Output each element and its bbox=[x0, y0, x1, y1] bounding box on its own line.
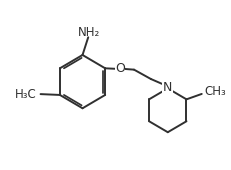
Text: NH₂: NH₂ bbox=[78, 26, 100, 39]
Text: O: O bbox=[115, 62, 124, 75]
Text: CH₃: CH₃ bbox=[204, 85, 225, 98]
Text: H₃C: H₃C bbox=[15, 88, 36, 101]
Text: N: N bbox=[162, 81, 172, 94]
